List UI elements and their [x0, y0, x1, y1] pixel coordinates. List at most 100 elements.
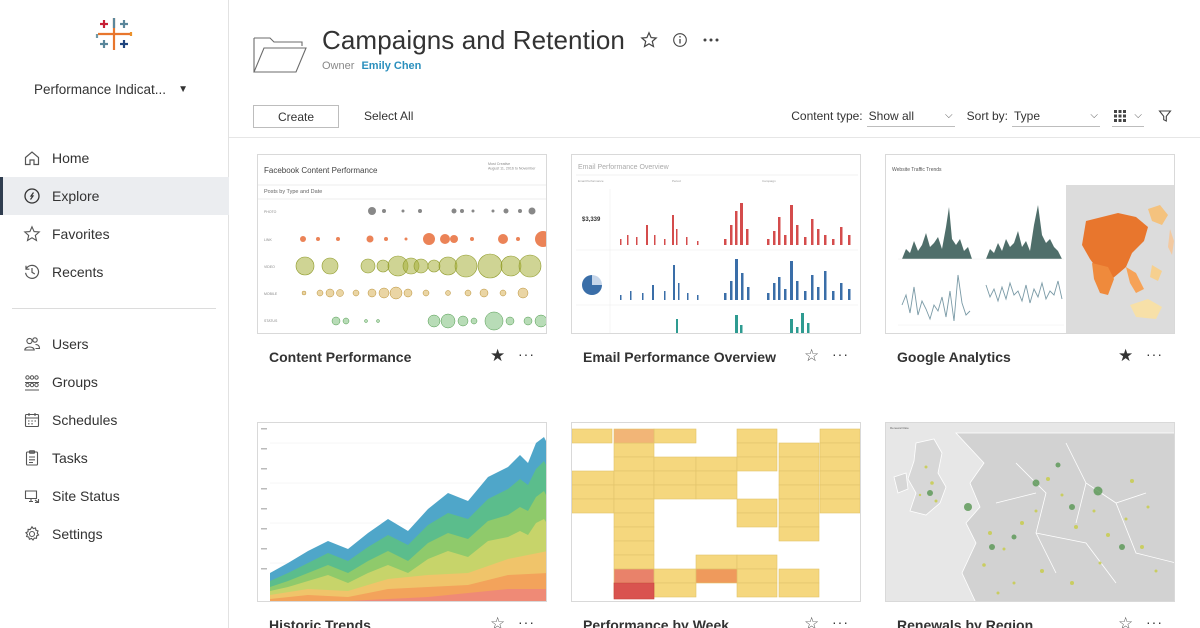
favorite-star-outline-icon[interactable]: ☆ [804, 346, 820, 365]
workbook-title[interactable]: Historic Trends [269, 617, 371, 628]
chevron-down-icon: ⌵ [1134, 110, 1142, 121]
more-actions-icon[interactable] [702, 32, 720, 48]
owner-label: Owner [322, 60, 355, 72]
thumb-note: Most Creative August 11, 2016 to November [488, 162, 536, 171]
svg-text:VIDEO: VIDEO [264, 265, 275, 269]
create-button[interactable]: Create [253, 105, 339, 128]
sidebar-item-label: Settings [52, 526, 103, 542]
view-mode-select[interactable]: ⌵ [1112, 105, 1144, 127]
svg-text:LINK: LINK [264, 238, 272, 242]
sort-by-label: Sort by: [966, 109, 1008, 123]
workbook-thumbnail[interactable]: Email Performance Overview Email Perform… [571, 154, 861, 334]
sidebar-item-groups[interactable]: Groups [0, 363, 229, 401]
svg-text:Period: Period [672, 179, 681, 183]
title-actions [640, 31, 720, 49]
tableau-logo-icon[interactable] [94, 14, 134, 54]
content-type-select[interactable]: Show all ⌵ [866, 105, 955, 127]
more-actions-icon[interactable]: ··· [832, 346, 849, 362]
thumb-title: Facebook Content Performance [264, 166, 378, 175]
chevron-down-icon: ⌵ [945, 110, 953, 121]
filter-icon[interactable] [1158, 109, 1172, 123]
favorite-star-icon[interactable] [640, 31, 658, 49]
toolbar-divider [229, 137, 1200, 138]
content-type-label: Content type: [791, 109, 863, 123]
sidebar-item-label: Recents [52, 264, 104, 280]
home-icon [22, 148, 42, 168]
sidebar-item-label: Home [52, 150, 90, 166]
calendar-icon [22, 410, 42, 430]
chevron-down-icon: ▼ [178, 83, 188, 95]
sort-by-value: Type [1014, 108, 1041, 123]
workbook-thumbnail[interactable]: Renewal Rate [885, 422, 1175, 602]
sidebar-item-site-status[interactable]: Site Status [0, 477, 229, 515]
sidebar-item-explore[interactable]: Explore [0, 177, 229, 215]
sidebar-item-settings[interactable]: Settings [0, 515, 229, 553]
thumb-subtitle: Posts by Type and Date [264, 189, 322, 195]
thumb-kpi: $3,339 [582, 217, 601, 223]
svg-text:PHOTO: PHOTO [264, 210, 277, 214]
sidebar-item-home[interactable]: Home [0, 139, 229, 177]
favorite-star-outline-icon[interactable]: ☆ [1118, 614, 1134, 628]
sidebar-item-label: Tasks [52, 450, 88, 466]
folder-icon [253, 37, 307, 73]
sidebar-item-recents[interactable]: Recents [0, 253, 229, 291]
star-icon [22, 224, 42, 244]
sidebar-divider [12, 308, 216, 309]
chevron-down-icon: ⌵ [1090, 110, 1098, 121]
more-actions-icon[interactable]: ··· [1146, 346, 1163, 362]
favorite-star-filled-icon[interactable]: ★ [1118, 346, 1134, 365]
sidebar-item-label: Explore [52, 188, 100, 204]
thumb-title: Email Performance Overview [578, 164, 670, 171]
compass-icon [22, 186, 42, 206]
workbook-title[interactable]: Performance by Week [583, 617, 730, 628]
sidebar-item-label: Users [52, 336, 89, 352]
thumb-title: Renewal Rate [890, 426, 909, 430]
select-all-button[interactable]: Select All [364, 109, 414, 123]
thumb-title: Website Traffic Trends [892, 167, 942, 173]
primary-nav: Home Explore Favorites Recents [0, 139, 229, 291]
page-title: Campaigns and Retention [322, 25, 625, 55]
sidebar-item-tasks[interactable]: Tasks [0, 439, 229, 477]
site-name: Performance Indicat... [34, 81, 167, 97]
sidebar-item-label: Site Status [52, 488, 120, 504]
owner-line: Owner Emily Chen [322, 60, 421, 72]
workbook-title[interactable]: Content Performance [269, 349, 412, 365]
sidebar-item-label: Groups [52, 374, 98, 390]
favorite-star-outline-icon[interactable]: ☆ [490, 614, 506, 628]
workbook-thumbnail[interactable]: Facebook Content Performance Posts by Ty… [257, 154, 547, 334]
workbook-thumbnail[interactable] [571, 422, 861, 602]
site-selector[interactable]: Performance Indicat... ▼ [34, 78, 204, 100]
grid-view-icon [1114, 109, 1126, 122]
sort-by-select[interactable]: Type ⌵ [1012, 105, 1100, 127]
content-type-value: Show all [868, 108, 914, 123]
gear-icon [22, 524, 42, 544]
sidebar-item-favorites[interactable]: Favorites [0, 215, 229, 253]
sidebar: Performance Indicat... ▼ Home Explore [0, 0, 229, 628]
svg-text:Email Performance: Email Performance [578, 179, 604, 183]
workbook-thumbnail[interactable] [257, 422, 547, 602]
clock-icon [22, 262, 42, 282]
monitor-icon [22, 486, 42, 506]
owner-name-link[interactable]: Emily Chen [361, 60, 422, 72]
sidebar-item-users[interactable]: Users [0, 325, 229, 363]
groups-icon [22, 372, 42, 392]
favorite-star-filled-icon[interactable]: ★ [490, 346, 506, 365]
favorite-star-outline-icon[interactable]: ☆ [804, 614, 820, 628]
more-actions-icon[interactable]: ··· [518, 614, 535, 628]
info-icon[interactable] [672, 32, 688, 48]
svg-text:STATUS: STATUS [264, 319, 278, 323]
more-actions-icon[interactable]: ··· [518, 346, 535, 362]
toolbar-right: Content type: Show all ⌵ Sort by: Type ⌵… [791, 104, 1172, 128]
workbook-thumbnail[interactable]: Website Traffic Trends [885, 154, 1175, 334]
workbook-title[interactable]: Renewals by Region [897, 617, 1034, 628]
admin-nav: Users Groups Schedules Tasks [0, 325, 229, 553]
more-actions-icon[interactable]: ··· [832, 614, 849, 628]
clipboard-icon [22, 448, 42, 468]
more-actions-icon[interactable]: ··· [1146, 614, 1163, 628]
workbook-title[interactable]: Google Analytics [897, 349, 1011, 365]
sidebar-item-label: Favorites [52, 226, 110, 242]
sidebar-item-schedules[interactable]: Schedules [0, 401, 229, 439]
sidebar-item-label: Schedules [52, 412, 118, 428]
workbook-title[interactable]: Email Performance Overview [583, 349, 776, 365]
